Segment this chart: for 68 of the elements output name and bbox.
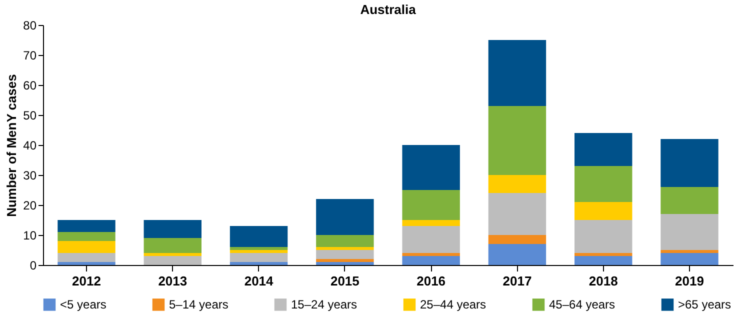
bar bbox=[144, 253, 202, 256]
y-tick-label: 60 bbox=[23, 78, 37, 92]
y-tick-label: 20 bbox=[23, 198, 37, 212]
bar bbox=[58, 253, 116, 262]
bar bbox=[574, 166, 632, 202]
bar bbox=[58, 232, 116, 241]
y-tick-label: 80 bbox=[23, 18, 37, 32]
legend-label: 15–24 years bbox=[291, 298, 358, 312]
bar bbox=[144, 238, 202, 253]
y-tick-label: 10 bbox=[23, 228, 37, 242]
legend-label: >65 years bbox=[678, 298, 732, 312]
legend-label: 5–14 years bbox=[169, 298, 228, 312]
y-tick-label: 50 bbox=[23, 108, 37, 122]
x-tick-label: 2014 bbox=[244, 274, 274, 288]
legend-label: <5 years bbox=[60, 298, 106, 312]
bar bbox=[574, 220, 632, 253]
bar bbox=[402, 226, 460, 253]
bar bbox=[316, 262, 374, 265]
x-tick-label: 2016 bbox=[416, 274, 446, 288]
bar bbox=[488, 193, 546, 235]
bar bbox=[58, 241, 116, 253]
bar bbox=[660, 253, 718, 265]
x-tick-label: 2013 bbox=[158, 274, 188, 288]
y-tick-label: 40 bbox=[23, 138, 37, 152]
chart-title: Australia bbox=[360, 2, 417, 17]
bar bbox=[230, 262, 288, 265]
x-tick-label: 2018 bbox=[588, 274, 618, 288]
bar bbox=[58, 262, 116, 265]
bar bbox=[230, 250, 288, 253]
x-tick-label: 2012 bbox=[72, 274, 101, 288]
legend-label: 45–64 years bbox=[549, 298, 616, 312]
bar bbox=[574, 133, 632, 166]
bar bbox=[316, 235, 374, 247]
bar bbox=[402, 145, 460, 190]
bar bbox=[316, 250, 374, 259]
y-tick-label: 30 bbox=[23, 168, 37, 182]
bar bbox=[316, 259, 374, 262]
y-tick-label: 0 bbox=[30, 258, 37, 272]
bar bbox=[660, 250, 718, 253]
bar bbox=[574, 256, 632, 265]
bar bbox=[316, 199, 374, 235]
bar bbox=[402, 220, 460, 226]
x-tick-label: 2017 bbox=[502, 274, 532, 288]
bar bbox=[488, 235, 546, 244]
bar bbox=[660, 139, 718, 187]
bar bbox=[230, 253, 288, 262]
x-tick-label: 2019 bbox=[675, 274, 704, 288]
legend-label: 25–44 years bbox=[420, 298, 486, 312]
bar bbox=[230, 226, 288, 247]
bar bbox=[144, 220, 202, 238]
bar bbox=[144, 256, 202, 265]
bar bbox=[574, 202, 632, 220]
x-tick-label: 2015 bbox=[330, 274, 360, 288]
y-tick-label: 70 bbox=[23, 48, 37, 62]
bar bbox=[660, 187, 718, 214]
bar bbox=[230, 247, 288, 250]
bar bbox=[488, 244, 546, 265]
bar bbox=[316, 247, 374, 250]
bar bbox=[402, 190, 460, 220]
bar bbox=[574, 253, 632, 256]
y-axis-title: Number of MenY cases bbox=[4, 74, 20, 217]
bar bbox=[488, 40, 546, 106]
bar bbox=[402, 256, 460, 265]
bar bbox=[660, 214, 718, 250]
bar bbox=[488, 175, 546, 193]
bar bbox=[402, 253, 460, 256]
bar bbox=[58, 220, 116, 232]
bar bbox=[488, 106, 546, 175]
